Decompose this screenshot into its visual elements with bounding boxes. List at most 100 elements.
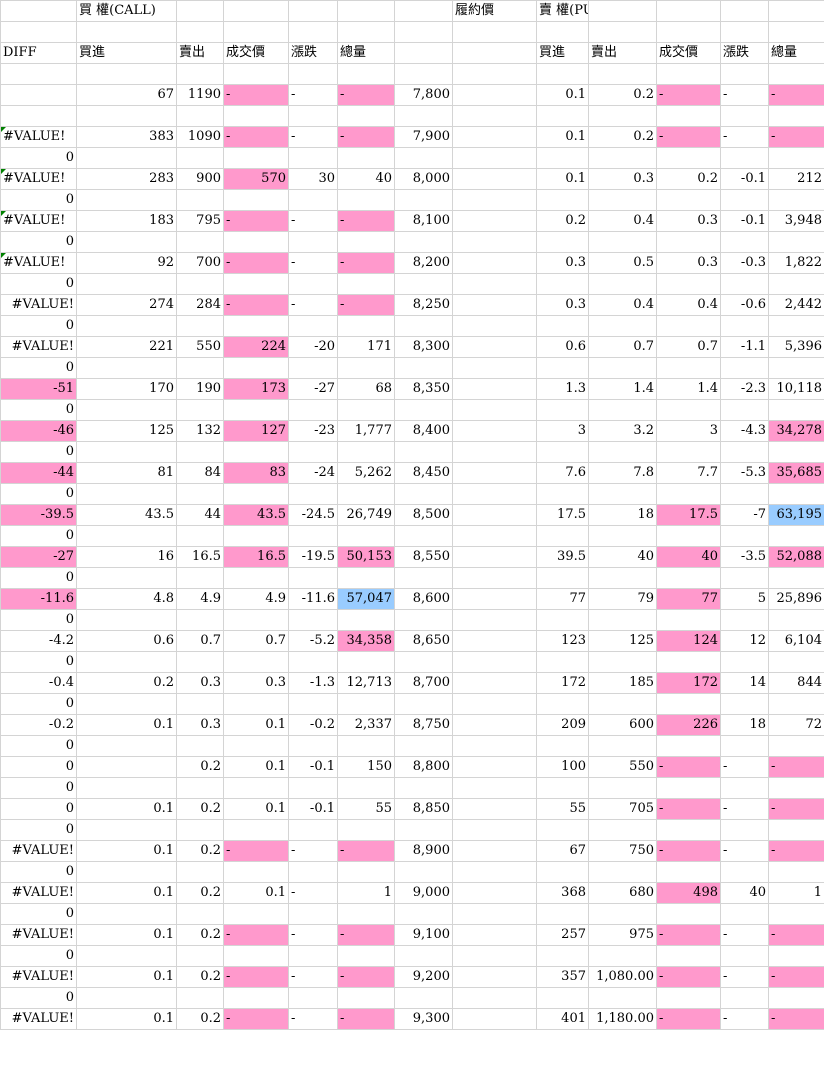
- diff-sub-cell[interactable]: [0, 63, 77, 85]
- cell-call-ask[interactable]: 795: [176, 210, 224, 232]
- empty-cell[interactable]: [452, 882, 537, 904]
- cell-call-last[interactable]: 43.5: [223, 504, 289, 526]
- empty-cell[interactable]: [337, 819, 395, 841]
- cell-put-bid[interactable]: 39.5: [536, 546, 589, 568]
- cell-put-last[interactable]: -: [656, 126, 721, 148]
- cell-call-last[interactable]: -: [223, 126, 289, 148]
- empty-cell[interactable]: [656, 945, 721, 967]
- empty-cell[interactable]: [337, 441, 395, 463]
- empty-cell[interactable]: [288, 777, 338, 799]
- empty-cell[interactable]: [768, 777, 824, 799]
- cell-diff[interactable]: #VALUE!: [0, 126, 77, 148]
- cell-strike[interactable]: 8,900: [394, 840, 453, 862]
- empty-cell[interactable]: [656, 399, 721, 421]
- empty-cell[interactable]: [337, 651, 395, 673]
- cell-strike[interactable]: 8,650: [394, 630, 453, 652]
- cell-put-last[interactable]: 124: [656, 630, 721, 652]
- cell-put-bid[interactable]: 0.6: [536, 336, 589, 358]
- cell-strike[interactable]: 8,500: [394, 504, 453, 526]
- cell-put-bid[interactable]: 55: [536, 798, 589, 820]
- cell-call-vol[interactable]: -: [337, 924, 395, 946]
- cell-diff[interactable]: #VALUE!: [0, 1008, 77, 1030]
- empty-cell[interactable]: [768, 483, 824, 505]
- cell-put-ask[interactable]: 550: [588, 756, 657, 778]
- empty-cell[interactable]: [588, 63, 657, 85]
- cell-call-last[interactable]: 0.1: [223, 756, 289, 778]
- cell-diff[interactable]: -46: [0, 420, 77, 442]
- cell-put-last[interactable]: 172: [656, 672, 721, 694]
- empty-cell[interactable]: [536, 525, 589, 547]
- empty-cell[interactable]: [452, 966, 537, 988]
- empty-cell[interactable]: [76, 777, 177, 799]
- cell-call-vol[interactable]: 40: [337, 168, 395, 190]
- cell-put-vol[interactable]: 63,195: [768, 504, 824, 526]
- empty-cell[interactable]: [176, 441, 224, 463]
- cell-put-ask[interactable]: 0.4: [588, 294, 657, 316]
- empty-cell[interactable]: [536, 609, 589, 631]
- cell-put-last[interactable]: 0.7: [656, 336, 721, 358]
- empty-cell[interactable]: [452, 630, 537, 652]
- empty-cell[interactable]: [288, 735, 338, 757]
- cell-put-chg[interactable]: -: [720, 798, 769, 820]
- empty-cell[interactable]: [176, 903, 224, 925]
- cell-put-bid[interactable]: 7.6: [536, 462, 589, 484]
- cell-put-vol[interactable]: 844: [768, 672, 824, 694]
- diff-sub-cell[interactable]: 0: [0, 987, 77, 1009]
- empty-cell[interactable]: [720, 735, 769, 757]
- cell-put-vol[interactable]: 6,104: [768, 630, 824, 652]
- empty-cell[interactable]: [452, 126, 537, 148]
- empty-cell[interactable]: [76, 987, 177, 1009]
- empty-cell[interactable]: [452, 231, 537, 253]
- cell-put-vol[interactable]: 2,442: [768, 294, 824, 316]
- empty-cell[interactable]: [76, 483, 177, 505]
- empty-cell[interactable]: [656, 861, 721, 883]
- diff-sub-cell[interactable]: 0: [0, 819, 77, 841]
- cell-call-last[interactable]: 0.1: [223, 714, 289, 736]
- empty-cell[interactable]: [176, 63, 224, 85]
- empty-cell[interactable]: [337, 189, 395, 211]
- cell-call-bid[interactable]: 0.1: [76, 798, 177, 820]
- empty-cell[interactable]: [223, 609, 289, 631]
- empty-cell[interactable]: [536, 63, 589, 85]
- cell-call-bid[interactable]: 0.1: [76, 714, 177, 736]
- cell-put-vol[interactable]: 10,118: [768, 378, 824, 400]
- empty-cell[interactable]: [536, 651, 589, 673]
- cell-put-ask[interactable]: 0.2: [588, 126, 657, 148]
- empty-cell[interactable]: [394, 693, 453, 715]
- empty-cell[interactable]: [337, 315, 395, 337]
- cell-call-bid[interactable]: [76, 756, 177, 778]
- empty-cell[interactable]: [536, 777, 589, 799]
- empty-cell[interactable]: [588, 399, 657, 421]
- cell-strike[interactable]: 8,100: [394, 210, 453, 232]
- cell-call-last[interactable]: -: [223, 924, 289, 946]
- empty-cell[interactable]: [656, 189, 721, 211]
- empty-cell[interactable]: [588, 987, 657, 1009]
- empty-cell[interactable]: [394, 483, 453, 505]
- empty-cell[interactable]: [536, 735, 589, 757]
- cell-call-ask[interactable]: 84: [176, 462, 224, 484]
- cell-call-ask[interactable]: 0.2: [176, 840, 224, 862]
- empty-cell[interactable]: [588, 147, 657, 169]
- empty-cell[interactable]: [394, 903, 453, 925]
- cell-put-chg[interactable]: -7: [720, 504, 769, 526]
- cell-call-bid[interactable]: 0.1: [76, 966, 177, 988]
- empty-cell[interactable]: [176, 399, 224, 421]
- cell-put-chg[interactable]: -0.3: [720, 252, 769, 274]
- cell-call-ask[interactable]: 44: [176, 504, 224, 526]
- empty-cell[interactable]: [288, 945, 338, 967]
- empty-cell[interactable]: [720, 819, 769, 841]
- cell-put-last[interactable]: 226: [656, 714, 721, 736]
- cell-put-vol[interactable]: -: [768, 756, 824, 778]
- empty-cell[interactable]: [76, 567, 177, 589]
- cell-call-vol[interactable]: 55: [337, 798, 395, 820]
- empty-cell[interactable]: [223, 357, 289, 379]
- cell-put-bid[interactable]: 368: [536, 882, 589, 904]
- diff-sub-cell[interactable]: 0: [0, 777, 77, 799]
- empty-cell[interactable]: [288, 483, 338, 505]
- cell-put-bid[interactable]: 172: [536, 672, 589, 694]
- cell-diff[interactable]: -11.6: [0, 588, 77, 610]
- cell-call-last[interactable]: -: [223, 966, 289, 988]
- empty-cell[interactable]: [452, 483, 537, 505]
- cell-call-ask[interactable]: 284: [176, 294, 224, 316]
- empty-cell[interactable]: [394, 735, 453, 757]
